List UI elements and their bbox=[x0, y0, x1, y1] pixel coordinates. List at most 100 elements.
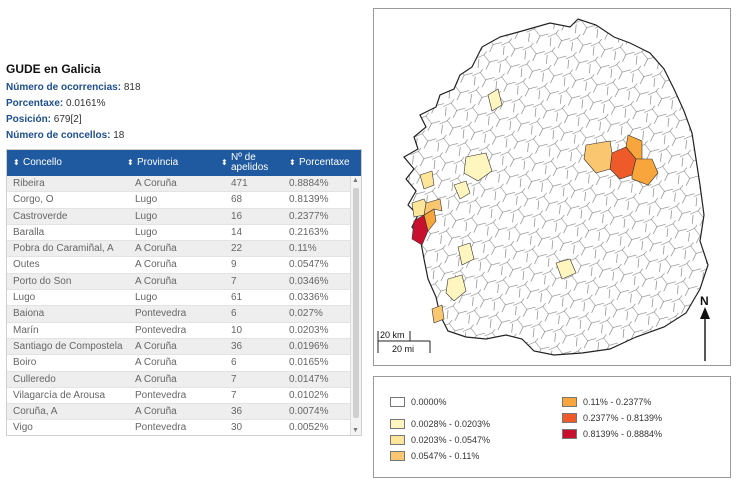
legend-label: 0.11% - 0.2377% bbox=[583, 397, 652, 407]
scroll-down-icon[interactable]: ▼ bbox=[352, 427, 359, 434]
cell-apelidos: 14 bbox=[231, 226, 243, 238]
table-row[interactable]: Culleredo A Coruña 7 0.0147% bbox=[7, 371, 351, 388]
sort-icon: ⬍ bbox=[13, 158, 20, 167]
region-baralla[interactable] bbox=[631, 158, 659, 186]
table-row[interactable]: Castroverde Lugo 16 0.2377% bbox=[7, 208, 351, 225]
region-culleredo[interactable] bbox=[419, 170, 435, 190]
table-row[interactable]: Lugo Lugo 61 0.0336% bbox=[7, 290, 351, 307]
cell-porcentaxe: 0.0165% bbox=[289, 357, 329, 369]
cell-porcentaxe: 0.0074% bbox=[289, 406, 329, 418]
region-coruna[interactable] bbox=[487, 88, 503, 112]
legend-label: 0.0547% - 0.11% bbox=[411, 451, 480, 461]
galicia-map[interactable]: 20 km 20 mi N bbox=[374, 9, 730, 365]
table-row[interactable]: Porto do Son A Coruña 7 0.0346% bbox=[7, 273, 351, 291]
sort-concello-header[interactable]: ⬍ Concello bbox=[13, 150, 62, 176]
table-row[interactable]: Santiago de Compostela A Coruña 36 0.0196% bbox=[7, 338, 351, 356]
table-row[interactable]: Corgo, O Lugo 68 0.8139% bbox=[7, 192, 351, 209]
scroll-up-icon[interactable]: ▲ bbox=[352, 177, 359, 184]
table-row[interactable]: Coruña, A A Coruña 36 0.0074% bbox=[7, 404, 351, 421]
cell-apelidos: 68 bbox=[231, 194, 243, 206]
ocorrencias-value: 818 bbox=[123, 82, 141, 93]
cell-porcentaxe: 0.0203% bbox=[289, 324, 329, 336]
cell-provincia: Lugo bbox=[135, 194, 158, 206]
scale-bar: 20 km 20 mi bbox=[377, 330, 431, 354]
region-ribeira[interactable] bbox=[411, 214, 429, 246]
region-vigo[interactable] bbox=[555, 258, 577, 280]
legend-label: 0.0028% - 0.0203% bbox=[411, 419, 491, 429]
cell-provincia: A Coruña bbox=[135, 243, 177, 255]
cell-apelidos: 30 bbox=[231, 422, 243, 434]
table-row[interactable]: Boiro A Coruña 6 0.0165% bbox=[7, 355, 351, 372]
posicion-value: 679[2] bbox=[53, 114, 82, 125]
cell-apelidos: 6 bbox=[231, 308, 237, 320]
table-scrollbar[interactable]: ▲ ▼ bbox=[350, 176, 361, 435]
sort-icon: ⬍ bbox=[221, 158, 228, 167]
cell-provincia: A Coruña bbox=[135, 406, 177, 418]
north-arrow-icon: N bbox=[700, 294, 710, 361]
posicion-label: Posición: bbox=[6, 114, 52, 125]
ocorrencias-label: Número de ocorrencias: bbox=[6, 82, 122, 93]
cell-concello: Castroverde bbox=[13, 210, 68, 222]
scrollbar-thumb[interactable] bbox=[353, 188, 359, 418]
legend-item: 0.8139% - 0.8884% bbox=[562, 429, 662, 439]
header-porcentaxe: Porcentaxe bbox=[299, 157, 350, 168]
porcentaxe-row: Porcentaxe: 0.0161% bbox=[6, 96, 346, 112]
legend-label: 0.2377% - 0.8139% bbox=[583, 413, 663, 423]
cell-porcentaxe: 0.8884% bbox=[289, 178, 329, 189]
cell-provincia: Lugo bbox=[135, 292, 158, 304]
cell-provincia: A Coruña bbox=[135, 275, 177, 287]
cell-concello: Lugo bbox=[13, 292, 36, 304]
concellos-row: Número de concellos: 18 bbox=[6, 128, 346, 144]
concellos-value: 18 bbox=[113, 130, 125, 141]
table-row[interactable]: Vigo Pontevedra 30 0.0052% bbox=[7, 420, 351, 435]
legend-swatch bbox=[562, 397, 577, 407]
table-row[interactable]: Ribeira A Coruña 471 0.8884% bbox=[7, 176, 351, 193]
legend-swatch bbox=[390, 451, 405, 461]
table-row[interactable]: Marín Pontevedra 10 0.0203% bbox=[7, 323, 351, 339]
galicia-outline bbox=[403, 18, 709, 356]
concellos-label: Número de concellos: bbox=[6, 130, 111, 141]
legend-swatch bbox=[562, 413, 577, 423]
region-boiro[interactable] bbox=[453, 180, 471, 200]
table-header: ⬍ Concello ⬍ Provincia ⬍ Nº de apelidos … bbox=[7, 150, 361, 176]
cell-apelidos: 22 bbox=[231, 243, 243, 255]
legend-item: 0.2377% - 0.8139% bbox=[562, 413, 662, 423]
cell-concello: Vilagarcía de Arousa bbox=[13, 389, 106, 401]
sort-apelidos-header[interactable]: ⬍ Nº de apelidos bbox=[221, 150, 271, 176]
table-row[interactable]: Baiona Pontevedra 6 0.027% bbox=[7, 306, 351, 323]
cell-provincia: A Coruña bbox=[135, 259, 177, 271]
cell-apelidos: 36 bbox=[231, 340, 243, 352]
table-row[interactable]: Baralla Lugo 14 0.2163% bbox=[7, 225, 351, 242]
cell-provincia: Pontevedra bbox=[135, 422, 187, 434]
legend-swatch bbox=[390, 397, 405, 407]
table-row[interactable]: Outes A Coruña 9 0.0547% bbox=[7, 257, 351, 274]
cell-provincia: A Coruña bbox=[135, 357, 177, 369]
region-marin[interactable] bbox=[445, 274, 467, 302]
cell-apelidos: 16 bbox=[231, 210, 243, 222]
region-lugo[interactable] bbox=[583, 140, 613, 174]
region-vilagarcia[interactable] bbox=[457, 242, 475, 266]
legend-label: 0.0203% - 0.0547% bbox=[411, 435, 491, 445]
sort-provincia-header[interactable]: ⬍ Provincia bbox=[127, 150, 178, 176]
region-baiona[interactable] bbox=[431, 304, 445, 324]
table-row[interactable]: Vilagarcía de Arousa Pontevedra 7 0.0102% bbox=[7, 388, 351, 405]
sort-porcentaxe-header[interactable]: ⬍ Porcentaxe bbox=[289, 150, 350, 176]
cell-porcentaxe: 0.2163% bbox=[289, 226, 329, 238]
scale-km-label: 20 km bbox=[380, 330, 405, 340]
legend-item: 0.11% - 0.2377% bbox=[562, 397, 651, 407]
legend-label: 0.8139% - 0.8884% bbox=[583, 429, 663, 439]
cell-concello: Boiro bbox=[13, 357, 37, 369]
sort-icon: ⬍ bbox=[127, 158, 134, 167]
region-santiago[interactable] bbox=[463, 152, 493, 182]
legend-item: 0.0547% - 0.11% bbox=[390, 451, 479, 461]
map-legend: 0.0000% 0.0028% - 0.0203% 0.0203% - 0.0547… bbox=[373, 376, 731, 478]
region-porto-son[interactable] bbox=[411, 198, 427, 218]
cell-concello: Vigo bbox=[13, 422, 33, 434]
cell-concello: Baralla bbox=[13, 226, 45, 238]
cell-porcentaxe: 0.0052% bbox=[289, 422, 329, 434]
legend-item: 0.0000% bbox=[390, 397, 447, 407]
cell-concello: Baiona bbox=[13, 308, 45, 320]
cell-apelidos: 9 bbox=[231, 259, 237, 271]
cell-porcentaxe: 0.0196% bbox=[289, 340, 329, 352]
table-row[interactable]: Pobra do Caramiñal, A A Coruña 22 0.11% bbox=[7, 241, 351, 258]
